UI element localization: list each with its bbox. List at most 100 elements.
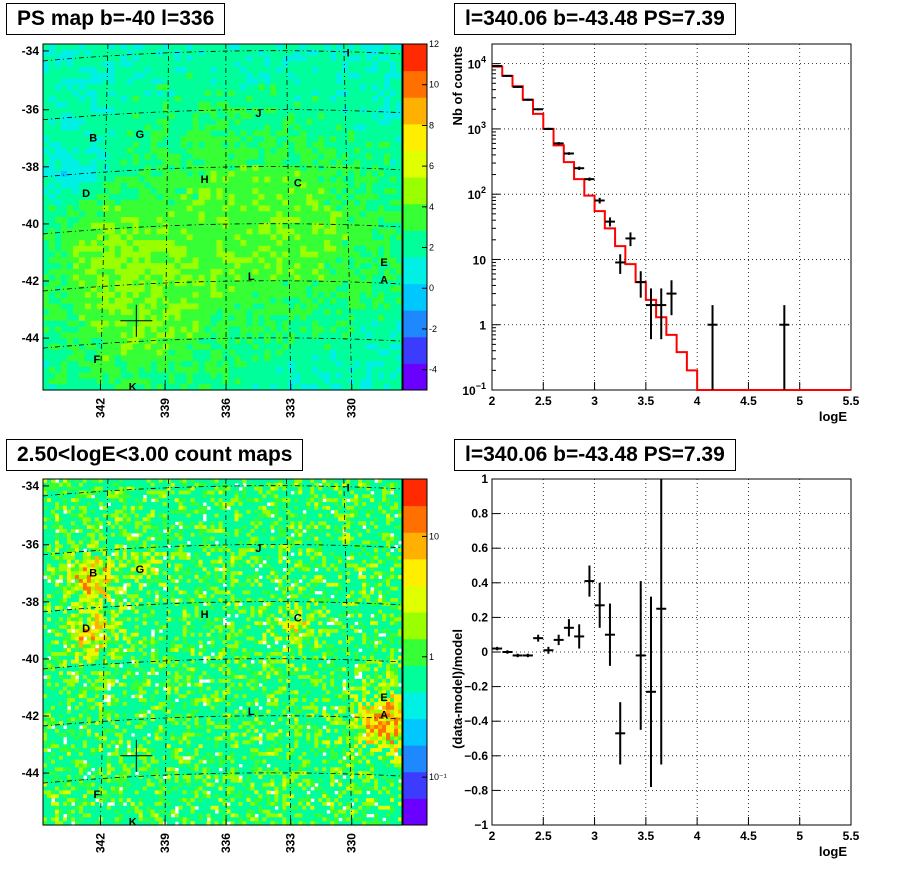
map1-pixel — [276, 251, 283, 258]
map1-pixel — [120, 84, 128, 91]
map1-pixel — [294, 153, 301, 160]
map1-pixel — [270, 142, 277, 149]
map1-pixel — [216, 349, 224, 356]
map1-pixel — [198, 309, 206, 316]
map1-pixel — [294, 332, 301, 339]
map1-pixel — [396, 67, 403, 74]
map1-pixel — [366, 211, 373, 218]
map1-pixel — [78, 291, 86, 299]
map1-pixel — [186, 251, 194, 258]
map1-pixel — [43, 205, 50, 212]
map1-pixel — [372, 153, 379, 160]
map1-pixel — [348, 165, 355, 172]
map1-pixel — [282, 257, 289, 264]
map1-pixel — [234, 274, 242, 282]
map1-pixel — [114, 124, 122, 132]
map1-pixel — [84, 297, 92, 305]
map2-pixel — [50, 513, 56, 519]
map1-pixel — [66, 291, 74, 299]
map1-pixel — [174, 228, 182, 235]
map1-pixel — [144, 95, 152, 103]
map1-pixel — [150, 222, 158, 230]
map1-pixel — [90, 182, 98, 189]
map1-pixel — [186, 142, 194, 149]
map1-pixel — [156, 44, 164, 51]
map2-pixel — [370, 479, 375, 484]
map1-pixel — [390, 372, 397, 380]
map2-pixel — [162, 498, 168, 503]
map1-pixel — [222, 107, 230, 114]
map1-pixel — [198, 78, 206, 85]
map1-pixel — [90, 199, 98, 207]
map2-pixel — [170, 498, 176, 503]
map1-pixel — [168, 361, 176, 368]
map1-pixel — [180, 72, 188, 80]
map2-pixel — [234, 479, 240, 484]
map1-pixel — [120, 361, 128, 368]
map2-pixel — [150, 494, 156, 499]
map1-pixel — [126, 268, 134, 276]
map1-pixel — [288, 268, 295, 276]
map1-pixel — [168, 44, 176, 51]
map2-pixel — [162, 482, 168, 488]
map1-pixel — [120, 297, 128, 305]
map1-pixel — [336, 343, 343, 351]
map2-pixel — [246, 532, 252, 538]
map2-pixel — [106, 509, 112, 515]
map2-pixel — [70, 486, 76, 492]
map1-pixel — [378, 130, 385, 137]
map2-pixel — [110, 498, 116, 503]
map1-pixel — [66, 326, 74, 333]
map1-pixel — [324, 257, 331, 264]
map2-pixel — [270, 482, 275, 488]
map1-pixel — [288, 332, 295, 339]
map2-pixel — [110, 513, 116, 519]
map2-pixel — [246, 482, 252, 488]
map1-pixel — [174, 153, 182, 160]
map1-pixel — [300, 343, 307, 351]
map2-pixel — [330, 528, 335, 534]
map1-pixel — [390, 315, 397, 322]
map2-pixel — [50, 498, 56, 503]
map1-pixel — [384, 268, 391, 276]
map1-pixel — [276, 199, 283, 207]
map1-pixel — [162, 199, 170, 207]
map1-pixel — [72, 199, 80, 207]
map1-pixel — [396, 315, 403, 322]
map1-pixel — [192, 240, 200, 247]
map1-pixel — [43, 130, 50, 137]
map2-pixel — [338, 486, 343, 492]
map1-pixel — [66, 222, 74, 230]
map1-pixel — [120, 222, 128, 230]
map1-pixel — [318, 303, 325, 310]
map2-pixel — [86, 509, 92, 515]
map1-pixel — [366, 78, 373, 85]
map2-pixel — [206, 479, 212, 484]
map2-pixel — [102, 525, 108, 530]
map1-pixel — [180, 361, 188, 368]
map2-pixel — [390, 482, 395, 488]
map1-pixel — [150, 165, 158, 172]
map1-pixel — [78, 240, 86, 247]
map1-pixel — [84, 332, 92, 339]
map1-pixel — [162, 303, 170, 310]
map1-pixel — [156, 326, 164, 333]
map1-pixel — [198, 159, 206, 166]
map1-pixel — [96, 78, 104, 85]
map2-pixel — [70, 517, 76, 522]
map1-pixel — [300, 193, 307, 201]
map1-pixel — [342, 72, 349, 80]
map2-pixel — [370, 528, 375, 534]
map1-pixel — [180, 384, 188, 391]
map1-pixel — [78, 217, 86, 224]
map1-pixel — [54, 338, 62, 345]
map2-pixel — [262, 486, 267, 492]
map1-pixel — [318, 101, 325, 109]
map2-pixel — [378, 479, 383, 484]
map1-pixel — [144, 72, 152, 80]
map1-pixel — [258, 251, 265, 258]
map1-pixel — [114, 366, 122, 374]
map2-pixel — [274, 482, 279, 488]
map2-pixel — [262, 490, 267, 495]
map1-pixel — [84, 84, 92, 91]
